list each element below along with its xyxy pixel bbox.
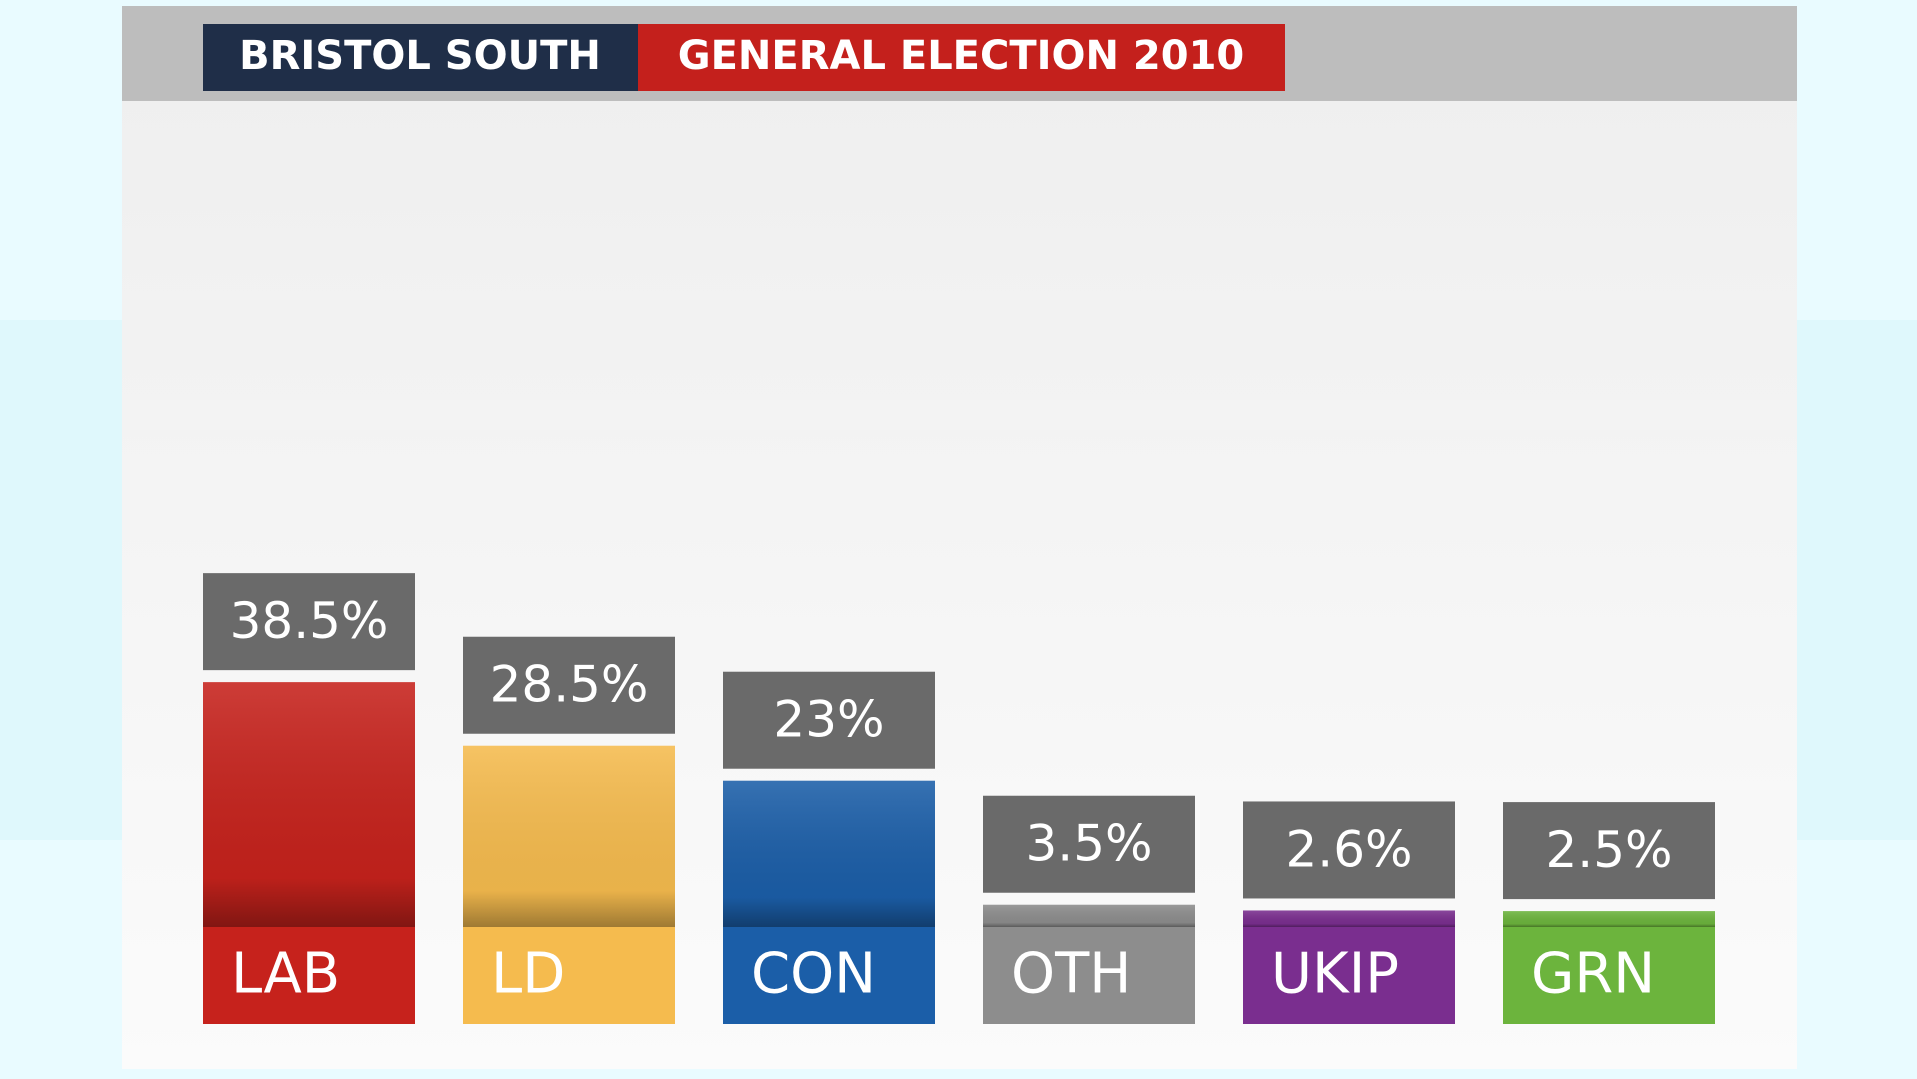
bar-shade: [463, 745, 675, 927]
category-label: OTH: [1011, 942, 1131, 1007]
category-label: CON: [751, 942, 876, 1007]
bar: [1243, 910, 1455, 1024]
title-box: [203, 24, 638, 91]
value-label-box: [1503, 802, 1715, 900]
bar-shade: [203, 682, 415, 927]
value-label: 28.5%: [490, 656, 649, 714]
bar-shade: [1243, 910, 1455, 927]
subtitle-box: [638, 24, 1285, 91]
category-label: LAB: [231, 942, 340, 1007]
value-label-box: [723, 671, 935, 769]
value-label-box: [203, 573, 415, 671]
category-label: UKIP: [1271, 942, 1399, 1007]
value-label: 2.5%: [1545, 821, 1672, 879]
value-label: 23%: [773, 691, 884, 749]
bar: [1503, 911, 1715, 1024]
chart-title: BRISTOL SOUTH: [239, 33, 601, 79]
category-label: GRN: [1531, 942, 1655, 1007]
chart-subtitle: GENERAL ELECTION 2010: [678, 33, 1245, 79]
value-label-box: [983, 795, 1195, 893]
bar-shade: [723, 780, 935, 927]
value-label-box: [463, 636, 675, 734]
bar-shade: [983, 904, 1195, 927]
value-label: 3.5%: [1025, 815, 1152, 873]
category-label: LD: [491, 942, 565, 1007]
value-label-box: [1243, 801, 1455, 899]
value-label: 38.5%: [230, 592, 389, 650]
value-label: 2.6%: [1285, 820, 1412, 878]
bar-shade: [1503, 911, 1715, 927]
